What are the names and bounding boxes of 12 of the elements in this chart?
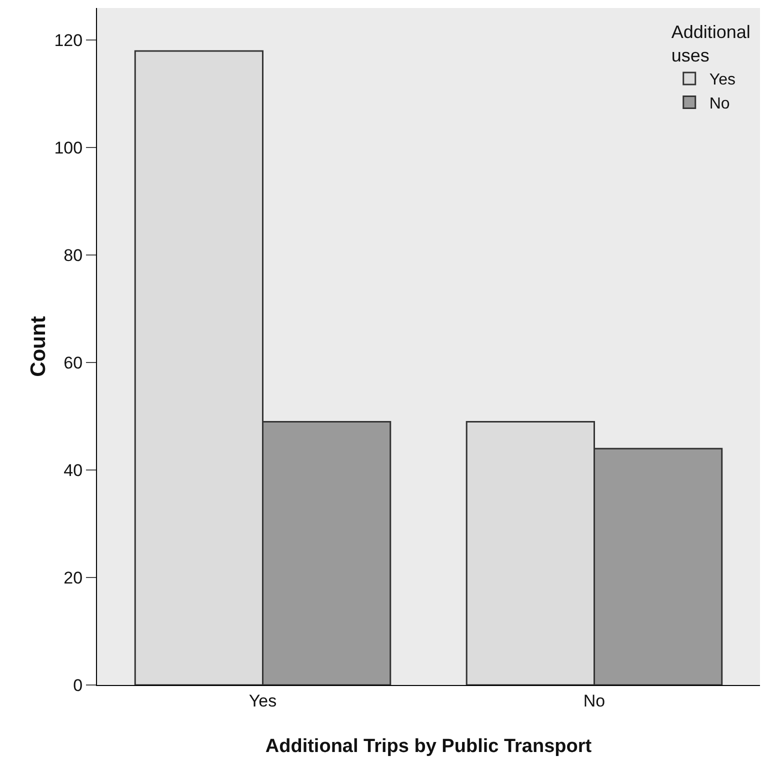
y-tick-label: 40 <box>64 461 83 480</box>
y-tick-label: 120 <box>54 31 83 50</box>
y-axis-title: Count <box>27 316 50 377</box>
y-tick-label: 20 <box>64 568 83 588</box>
y-tick-label: 100 <box>54 138 83 158</box>
x-axis-title: Additional Trips by Public Transport <box>265 736 592 757</box>
y-tick-label: 0 <box>73 676 83 695</box>
legend-title: Additional uses <box>671 22 750 66</box>
y-tick-label: 60 <box>64 354 83 373</box>
legend-label: No <box>709 96 730 113</box>
y-tick-label: 80 <box>64 246 83 266</box>
legend-label: Yes <box>709 72 736 89</box>
